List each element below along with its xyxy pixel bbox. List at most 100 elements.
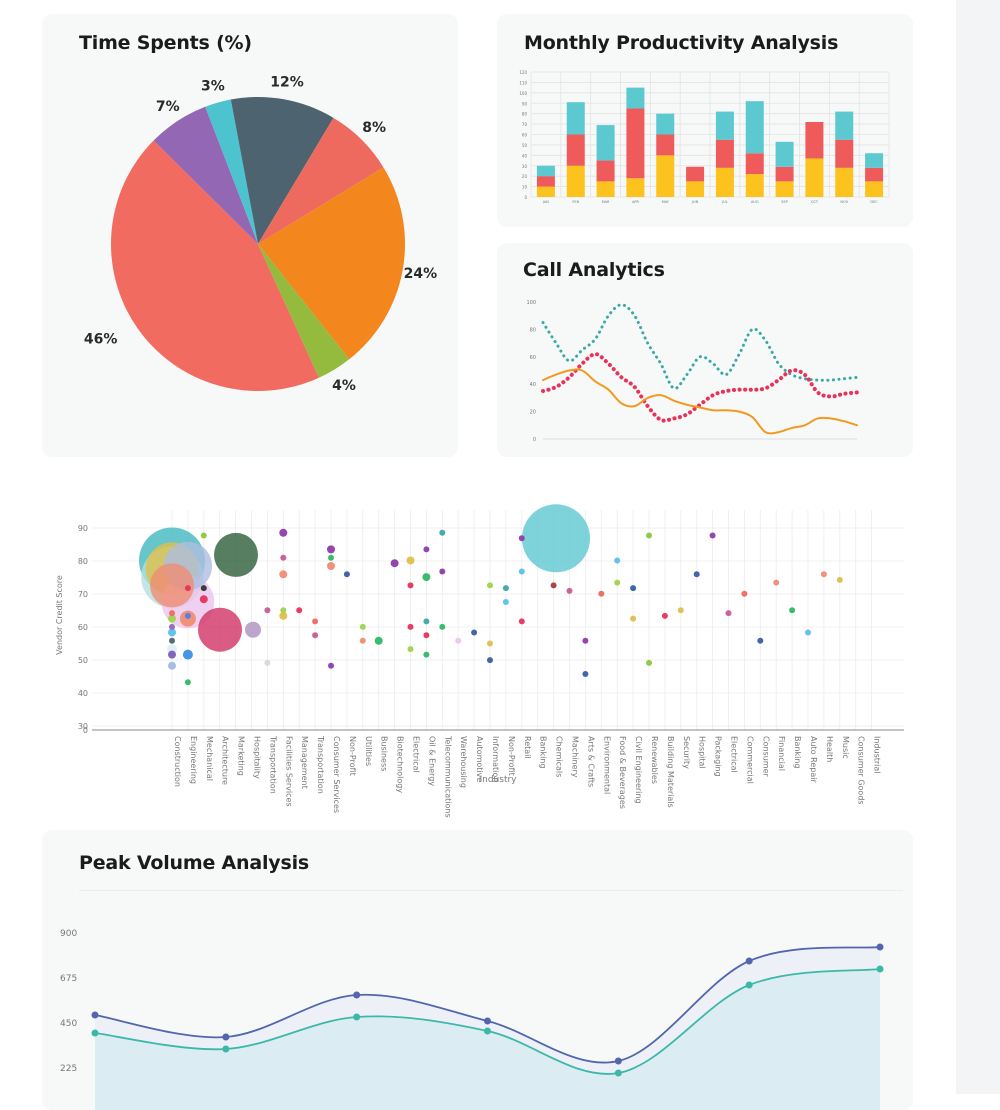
area-point (614, 1057, 622, 1065)
bar-segment (715, 167, 734, 197)
area-point (91, 1029, 99, 1037)
bubble-chart: 90 80 70 60 50 40 300 Vendor Credit Score Constr… (55, 504, 904, 818)
bubble-point (661, 612, 668, 619)
bubble-point (773, 579, 780, 586)
line-series (541, 303, 859, 390)
bar-segment (536, 165, 555, 177)
bubble-point (550, 582, 557, 589)
page-scrollbar[interactable] (956, 0, 1000, 1094)
bubble-x-tick: Engineering (189, 736, 198, 784)
bubble-x-tick: Security (682, 736, 691, 769)
bubble-point (614, 557, 621, 564)
bubble-x-tick: Packaging (714, 736, 723, 777)
pie-title: Time Spents (%) (79, 32, 252, 54)
bubble-point (150, 563, 194, 608)
bubble-point (582, 637, 589, 644)
bar-x-tick: JUN (691, 200, 699, 204)
bubble-x-tick: Arts & Crafts (586, 736, 595, 787)
bubble-point (455, 637, 462, 644)
bubble-x-tick: Transportation (316, 735, 325, 794)
bubble-point (471, 629, 478, 636)
bar-y-tick: 120 (519, 70, 527, 75)
bubble-point (184, 612, 191, 619)
pie-label: 8% (362, 120, 386, 136)
bubble-x-tick: Architecture (221, 736, 230, 785)
bubble-point (407, 646, 414, 653)
bar-y-tick: 110 (519, 80, 527, 85)
line-y-tick: 20 (530, 410, 536, 416)
line-y-tick: 80 (530, 327, 536, 333)
bar-segment (656, 113, 675, 135)
bubble-point (518, 568, 525, 575)
bar-segment (686, 166, 705, 182)
bar-segment (596, 181, 615, 197)
bubble-x-tick: Business (380, 736, 389, 771)
bubble-x-tick: Facilities Services (284, 736, 293, 807)
bubble-y-tick: 30 (78, 722, 88, 731)
bar-segment (536, 186, 555, 197)
bubble-y-tick: 90 (78, 524, 88, 533)
line-y-tick: 60 (530, 355, 536, 361)
bubble-point (327, 545, 335, 554)
bar-segment (656, 134, 675, 156)
pie-label: 12% (270, 75, 304, 91)
bubble-point (407, 623, 414, 630)
pie-slice (205, 99, 258, 244)
bubble-point (280, 607, 287, 614)
bar-segment (835, 111, 854, 140)
bar-segment (835, 139, 854, 168)
bar-segment (566, 102, 585, 135)
bubble-point (487, 582, 493, 589)
bubble-point (296, 607, 303, 614)
area-point (614, 1069, 622, 1077)
bubble-point (423, 632, 430, 639)
area-point (222, 1045, 230, 1053)
area-point (745, 981, 753, 989)
line-y-tick: 40 (530, 382, 536, 388)
bubble-point (169, 637, 175, 644)
bubble-point (406, 556, 415, 565)
bar-segment (745, 101, 764, 154)
area-point (745, 957, 753, 965)
line-series (542, 368, 858, 435)
bar-segment (626, 87, 645, 109)
bar-x-tick: NOV (840, 200, 848, 204)
bubble-point (423, 618, 430, 625)
area-point (484, 1017, 491, 1025)
bubble-point (312, 632, 319, 639)
bubble-point (374, 636, 383, 645)
bubble-point (200, 532, 207, 539)
bar-segment (775, 166, 794, 182)
bubble-point (522, 504, 590, 573)
bar-segment (805, 122, 824, 159)
bar-y-tick: 90 (522, 101, 528, 106)
bar-segment (745, 174, 764, 197)
pie-label: 3% (201, 78, 225, 94)
area-point (876, 943, 884, 951)
bubble-y-tick: 70 (78, 590, 88, 599)
pie-slice (258, 117, 384, 244)
bubble-point (264, 607, 271, 614)
bar-segment (865, 153, 884, 168)
bubble-point (518, 535, 525, 542)
bubble-point (646, 659, 652, 666)
bubble-point (328, 554, 334, 561)
bubble-y-tick: 40 (78, 689, 88, 698)
area-card: Peak Volume Analysis 900 675 450 225 (42, 830, 913, 1110)
bubble-x-label: Industry (479, 775, 517, 785)
bubble-point (439, 568, 446, 575)
bar-title: Monthly Productivity Analysis (524, 32, 839, 54)
bar-x-tick: AUG (751, 200, 759, 204)
bubble-point (487, 640, 493, 647)
bubble-y-label: Vendor Credit Score (55, 575, 64, 655)
pie-label: 24% (404, 266, 438, 282)
bubble-point (279, 570, 288, 579)
bubble-x-tick: Industrial (873, 736, 882, 774)
bubble-x-tick: Banking (793, 736, 802, 768)
bubble-x-tick: Machinery (571, 736, 580, 778)
bubble-point (343, 571, 350, 578)
area-title-divider (79, 890, 903, 891)
bubble-x-tick: Consumer (761, 736, 770, 778)
bubble-point (184, 585, 191, 592)
bubble-point (693, 571, 700, 578)
